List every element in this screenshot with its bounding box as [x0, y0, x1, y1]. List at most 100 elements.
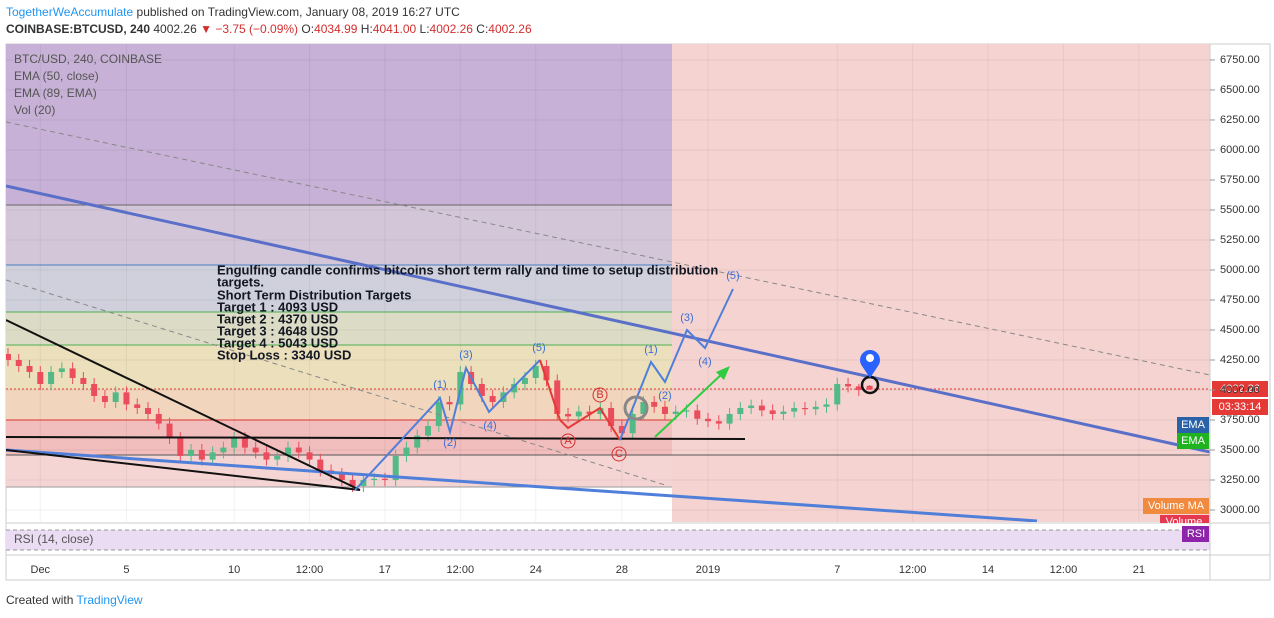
candle-body [360, 479, 367, 486]
indicator[interactable]: EMA (50, close) [14, 69, 99, 83]
candle-body [823, 404, 830, 407]
candle-body [521, 377, 528, 384]
x-tick-label: Dec [31, 564, 51, 576]
price-tag [1212, 381, 1268, 397]
y-tick-label: 4250.00 [1220, 354, 1260, 366]
indicator[interactable]: Vol (20) [14, 103, 55, 117]
annotation: Target 2 : 4370 USD [217, 311, 338, 326]
wave-label: (3) [680, 312, 693, 324]
x-tick-label: 14 [982, 564, 994, 576]
candle-body [866, 385, 873, 390]
trend-line [6, 121, 1210, 376]
x-tick-label: 12:00 [899, 564, 927, 576]
candle-body [640, 401, 647, 414]
candle-body [252, 447, 259, 453]
chart-title: BTC/USD, 240, COINBASE [14, 52, 162, 66]
zone [6, 44, 672, 205]
candle-body [231, 437, 238, 448]
candle-body [241, 437, 248, 448]
price-tag-label: 4002.26 [1220, 383, 1260, 395]
annotation: Target 4 : 5043 USD [217, 335, 338, 350]
axis-tag [1177, 417, 1209, 433]
candle-body [726, 413, 733, 424]
axis-tag-label: EMA [1181, 435, 1206, 447]
y-tick-label: 5750.00 [1220, 174, 1260, 186]
candle-body [220, 447, 227, 453]
x-tick-label: 17 [379, 564, 391, 576]
wave-label: (3) [459, 349, 472, 361]
x-tick-label: 12:00 [296, 564, 324, 576]
y-tick-label: 6500.00 [1220, 84, 1260, 96]
candle-body [209, 452, 216, 460]
candle-body [425, 425, 432, 436]
wave-label: (5) [532, 342, 545, 354]
last: 4002.26 [153, 22, 197, 36]
candle-body [554, 380, 561, 414]
indicator[interactable]: EMA (89, EMA) [14, 86, 97, 100]
wave-path [354, 359, 541, 491]
ohlc-name: O: [301, 22, 314, 36]
ohlc-name: C: [476, 22, 488, 36]
zones [6, 44, 1210, 522]
candle-body [683, 410, 690, 412]
candle-body [349, 479, 356, 486]
candle-body [801, 407, 808, 410]
arrow [654, 371, 725, 438]
zone [6, 265, 672, 312]
wave-label: A [564, 435, 572, 447]
candle-body [715, 421, 722, 424]
candle-body [101, 395, 108, 402]
y-tick-label: 6750.00 [1220, 54, 1260, 66]
x-tick-label: 12:00 [1050, 564, 1078, 576]
candle-body [812, 406, 819, 410]
candle-body [166, 423, 173, 438]
candle-body [672, 411, 679, 414]
trend-line [6, 279, 666, 486]
candle-body [338, 473, 345, 480]
wave-label: (1) [433, 379, 446, 391]
candle-body [748, 405, 755, 408]
wave-label: (2) [443, 437, 456, 449]
candle-body [597, 407, 604, 414]
y-tick-label: 3750.00 [1220, 414, 1260, 426]
author[interactable]: TogetherWeAccumulate [6, 5, 134, 19]
rsi-label: RSI (14, close) [14, 532, 93, 546]
candle-body [758, 405, 765, 411]
wave-label: (4) [698, 356, 711, 368]
axis-tag-label: Volume MA [1148, 500, 1205, 512]
candle-body [565, 413, 572, 417]
zone [6, 390, 672, 420]
annotation: Stop Loss : 3340 USD [217, 347, 351, 362]
axis-tag-label: EMA [1181, 419, 1206, 431]
candle-body [414, 435, 421, 448]
candle-body [371, 478, 378, 480]
zone [6, 312, 672, 345]
candle-body [306, 452, 313, 460]
trend-line [6, 184, 1210, 454]
drawings [6, 121, 1210, 522]
y-tick-label: 4000.00 [1220, 384, 1260, 396]
candle-body [48, 371, 55, 384]
wave-label: (4) [483, 420, 496, 432]
header-line: TogetherWeAccumulate published on Tradin… [6, 5, 460, 19]
axis-tag [1160, 515, 1209, 523]
highlight-circle [623, 395, 649, 421]
trend-line [6, 319, 361, 491]
annotation: Target 3 : 4648 USD [217, 323, 338, 338]
footer: Created with TradingView [6, 593, 143, 607]
candle-body [177, 437, 184, 456]
candle-body [769, 410, 776, 414]
wave-label: (2) [658, 390, 671, 402]
x-tick-label: 28 [616, 564, 628, 576]
annotation: targets. [217, 274, 264, 289]
footer-brand[interactable]: TradingView [77, 593, 143, 607]
y-tick-label: 6000.00 [1220, 144, 1260, 156]
annotation: Short Term Distribution Targets [217, 287, 412, 302]
candle-body [317, 459, 324, 471]
candle-body [263, 452, 270, 460]
annotation: Engulfing candle confirms bitcoins short… [217, 262, 718, 277]
candle-body [37, 371, 44, 384]
pin-dot [866, 354, 874, 362]
y-tick-label: 3500.00 [1220, 444, 1260, 456]
candle-body [392, 455, 399, 480]
